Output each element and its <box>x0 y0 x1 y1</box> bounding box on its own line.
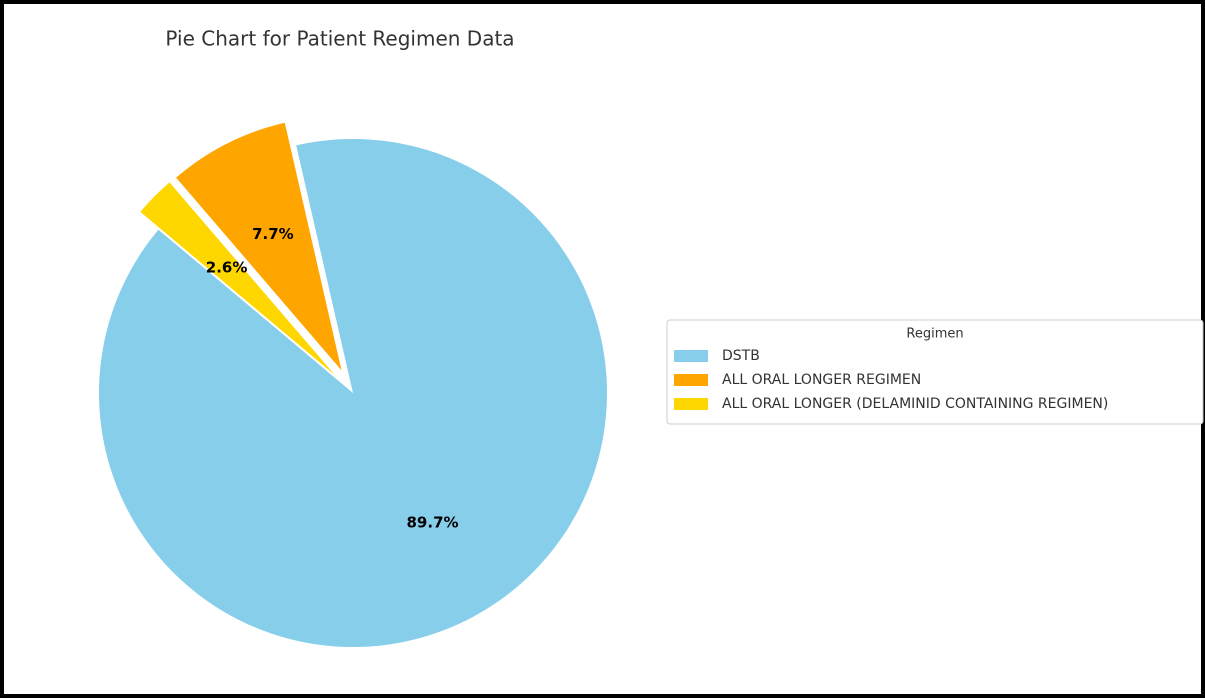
slice-label: 89.7% <box>407 513 459 531</box>
slice-label: 7.7% <box>252 225 294 243</box>
legend-swatch <box>674 350 708 362</box>
pie-slice <box>140 182 335 376</box>
chart-title: Pie Chart for Patient Regimen Data <box>165 27 514 51</box>
legend-swatch <box>674 398 708 410</box>
slice-label: 2.6% <box>206 258 248 276</box>
legend-label: DSTB <box>722 348 760 364</box>
legend-swatch <box>674 374 708 386</box>
legend-label: ALL ORAL LONGER (DELAMINID CONTAINING RE… <box>722 396 1108 412</box>
pie-slice <box>99 138 607 647</box>
legend-title: Regimen <box>906 327 963 342</box>
pie <box>99 122 607 647</box>
legend-label: ALL ORAL LONGER REGIMEN <box>722 372 921 388</box>
pie-slice <box>176 122 342 371</box>
legend-box <box>666 319 1204 425</box>
